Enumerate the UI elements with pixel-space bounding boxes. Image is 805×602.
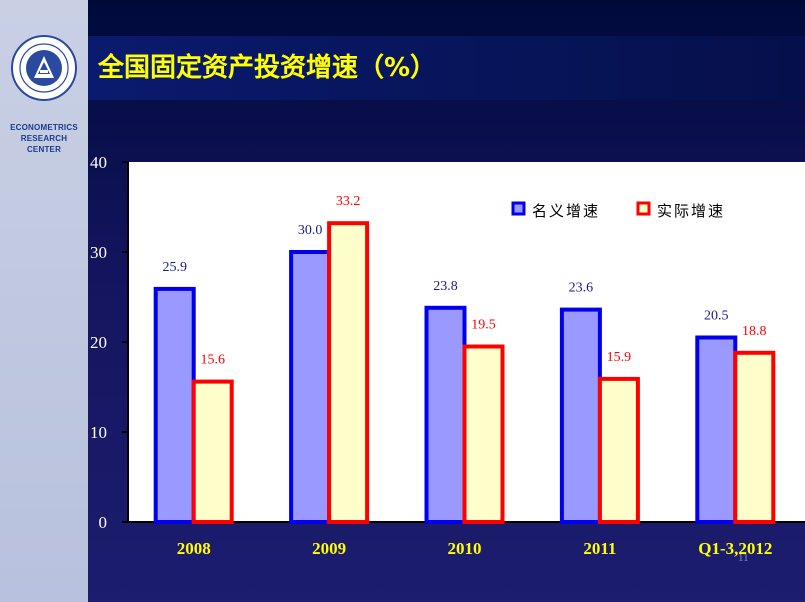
data-label: 15.9 <box>607 350 632 365</box>
legend-swatch <box>636 201 651 216</box>
bar-nominal <box>153 286 196 524</box>
page-number: 11 <box>738 552 749 564</box>
legend-swatch <box>511 201 526 216</box>
bar-real <box>191 379 234 524</box>
data-label: 23.6 <box>569 281 594 296</box>
data-label: 18.8 <box>742 324 767 339</box>
org-name-line: RESEARCH <box>20 134 68 143</box>
bar-real <box>733 350 776 524</box>
data-label: 19.5 <box>471 318 496 333</box>
data-label: 25.9 <box>162 260 187 275</box>
bar-nominal <box>424 305 467 524</box>
data-label: 15.6 <box>200 353 225 368</box>
y-tick-label: 20 <box>90 333 107 352</box>
bar-nominal <box>695 335 738 524</box>
y-tick-label: 30 <box>90 243 107 262</box>
sidebar: ECONOMETRICS RESEARCH CENTER <box>0 0 88 602</box>
x-tick-label: 2011 <box>583 539 616 558</box>
data-label: 33.2 <box>336 194 361 209</box>
org-name-line: ECONOMETRICS <box>10 123 78 132</box>
x-tick-label: 2008 <box>177 539 211 558</box>
page-title: 全国固定资产投资增速（%） <box>98 53 437 83</box>
data-label: 23.8 <box>433 279 458 294</box>
bar-real <box>327 221 370 524</box>
bar-nominal <box>559 307 602 524</box>
org-name: ECONOMETRICS RESEARCH CENTER <box>0 122 88 155</box>
y-tick-label: 0 <box>99 513 108 532</box>
bar-real <box>597 376 640 524</box>
bar-real <box>462 344 505 524</box>
data-label: 30.0 <box>298 223 323 238</box>
bar-nominal <box>289 250 332 524</box>
title-band <box>88 36 805 100</box>
legend-label: 名义增速 <box>532 202 600 220</box>
data-label: 20.5 <box>704 309 729 324</box>
x-tick-label: Q1-3,2012 <box>698 539 772 558</box>
legend-label: 实际增速 <box>657 202 725 220</box>
institute-seal-icon <box>11 35 77 101</box>
org-name-line: CENTER <box>26 145 62 154</box>
y-tick-label: 10 <box>90 423 107 442</box>
x-tick-label: 2010 <box>448 539 482 558</box>
y-tick-label: 40 <box>90 153 107 172</box>
x-tick-label: 2009 <box>312 539 346 558</box>
